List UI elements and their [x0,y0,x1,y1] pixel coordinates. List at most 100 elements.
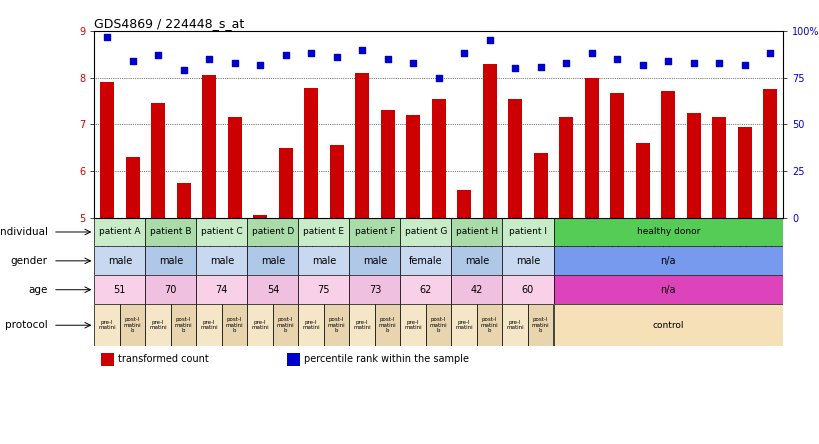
Bar [100,83,114,218]
Point [661,57,674,64]
Text: 60: 60 [521,285,533,295]
Text: male: male [107,256,132,266]
Bar [609,93,623,218]
Point [737,61,750,68]
Point [457,50,470,57]
Text: 70: 70 [165,285,177,295]
Bar [94,304,120,346]
Bar [247,218,298,246]
Text: n/a: n/a [660,256,675,266]
Point [253,61,266,68]
Text: pre-I
matini: pre-I matini [98,320,115,330]
Bar [298,218,349,246]
Point [152,52,165,59]
Bar [273,304,298,346]
Bar [559,117,572,218]
Text: patient A: patient A [99,227,140,237]
Bar [431,99,446,218]
Bar [737,127,751,218]
Text: male: male [515,256,540,266]
Bar [176,182,190,218]
Text: GDS4869 / 224448_s_at: GDS4869 / 224448_s_at [94,17,244,30]
Point [228,59,241,66]
Bar [355,73,369,218]
Point [330,54,343,61]
Bar [553,304,782,346]
Text: healthy donor: healthy donor [636,227,699,237]
Bar [533,153,547,218]
Text: patient C: patient C [201,227,242,237]
Bar [380,111,394,218]
Text: patient B: patient B [150,227,192,237]
Bar [451,218,502,246]
Bar [151,103,165,218]
Text: female: female [409,256,442,266]
Bar [660,91,675,218]
Point [202,56,215,63]
Text: post-I
matini
b: post-I matini b [532,317,549,333]
Bar [170,304,196,346]
Text: post-I
matini
b: post-I matini b [429,317,447,333]
Text: post-I
matini
b: post-I matini b [378,317,396,333]
Text: post-I
matini
b: post-I matini b [174,317,192,333]
Bar [298,246,349,275]
Bar [228,117,242,218]
Bar [247,275,298,304]
Text: 51: 51 [114,285,126,295]
Bar [125,157,139,218]
Point [636,61,649,68]
Bar [196,304,222,346]
Text: 42: 42 [470,285,482,295]
Bar [451,275,502,304]
Bar [451,304,477,346]
Bar [196,218,247,246]
Bar [145,275,196,304]
Text: pre-I
matini: pre-I matini [455,320,473,330]
Bar [247,304,273,346]
Point [482,37,495,44]
Bar [101,353,114,366]
Point [762,50,776,57]
Bar [94,275,145,304]
Point [712,59,725,66]
Text: patient I: patient I [509,227,546,237]
Bar [527,304,553,346]
Bar [477,304,502,346]
Text: male: male [311,256,336,266]
Bar [425,304,451,346]
Text: gender: gender [11,256,48,266]
Bar [145,304,170,346]
Bar [508,99,522,218]
Bar [349,246,400,275]
Point [381,56,394,63]
Bar [298,304,324,346]
Text: 73: 73 [369,285,381,295]
Text: post-I
matini
b: post-I matini b [480,317,498,333]
Point [508,65,521,72]
Point [355,46,369,53]
Bar [304,88,318,218]
Text: pre-I
matini: pre-I matini [200,320,218,330]
Text: 74: 74 [215,285,228,295]
Bar [762,89,776,218]
Text: patient E: patient E [303,227,344,237]
Bar [349,275,400,304]
Bar [405,115,419,218]
Text: pre-I
matini: pre-I matini [353,320,370,330]
Bar [287,353,299,366]
Bar [686,113,700,218]
Bar [324,304,349,346]
Bar [712,117,726,218]
Bar [502,304,527,346]
Text: pre-I
matini: pre-I matini [251,320,269,330]
Bar [584,78,598,218]
Bar [329,145,343,218]
Text: post-I
matini
b: post-I matini b [328,317,345,333]
Point [559,59,572,66]
Text: patient F: patient F [355,227,395,237]
Text: pre-I
matini: pre-I matini [404,320,422,330]
Bar [120,304,145,346]
Point [177,67,190,74]
Text: control: control [652,321,683,330]
Point [432,74,445,81]
